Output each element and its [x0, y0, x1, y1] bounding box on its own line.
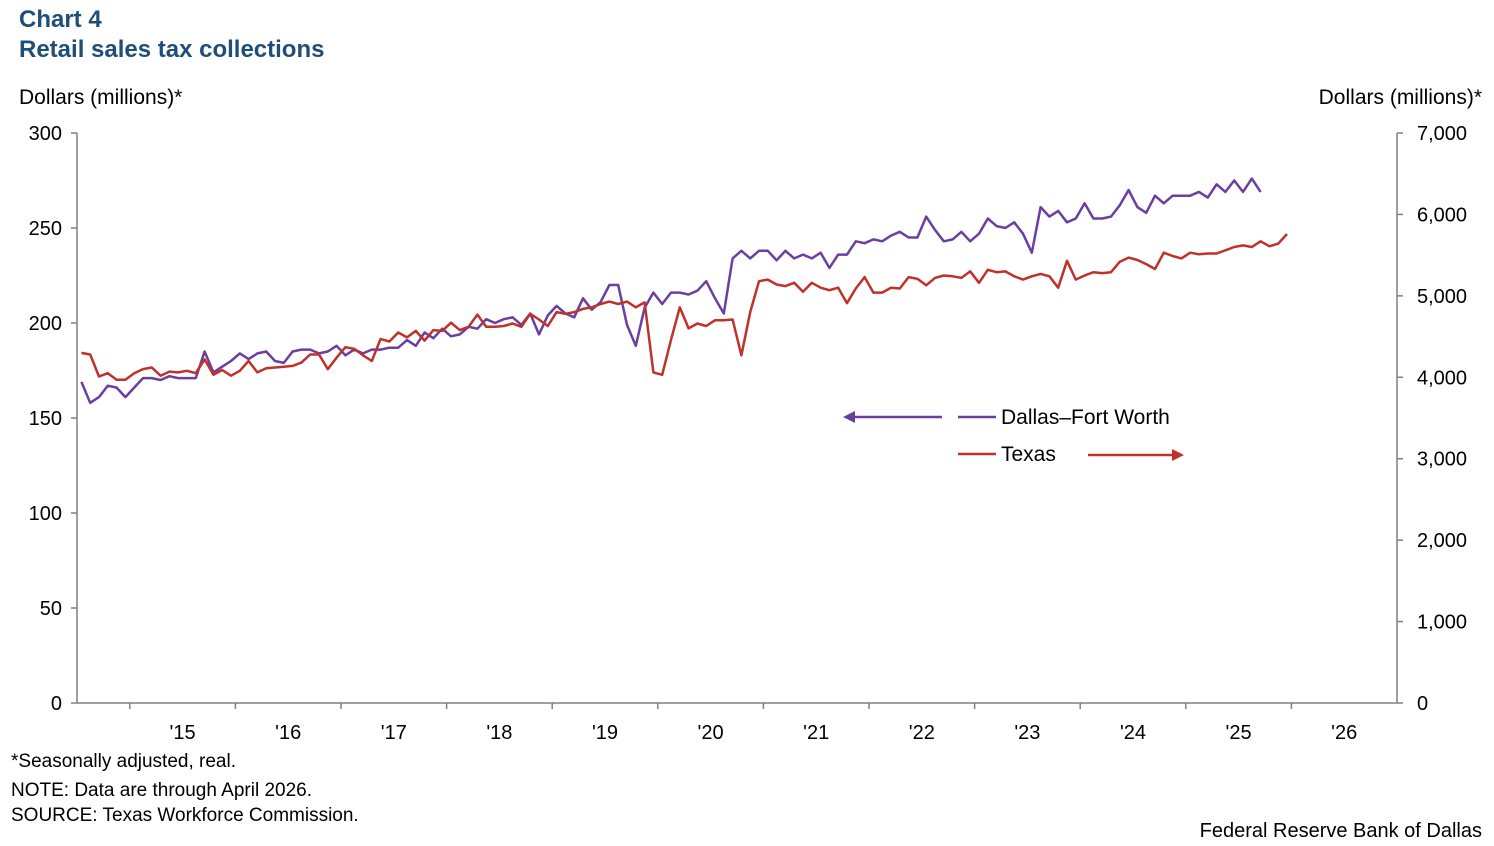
x-axis-tick-label: '25	[1226, 722, 1252, 744]
left-axis-tick-label: 200	[29, 313, 62, 335]
x-axis-tick-label: '23	[1014, 722, 1040, 744]
chart-number: Chart 4	[19, 6, 102, 33]
legend-dfw-label: Dallas–Fort Worth	[1001, 406, 1170, 429]
x-axis-tick-label: '15	[170, 722, 196, 744]
left-axis-title: Dollars (millions)*	[19, 86, 183, 109]
left-axis-tick-label: 50	[40, 598, 62, 620]
footnote-seasonally-adjusted: *Seasonally adjusted, real.	[11, 751, 236, 772]
right-axis-title: Dollars (millions)*	[1318, 86, 1482, 109]
legend-texas-label: Texas	[1001, 443, 1056, 466]
legend-texas-arrowhead	[1172, 449, 1184, 461]
footnote-data-through: NOTE: Data are through April 2026.	[11, 780, 312, 801]
chart-title: Retail sales tax collections	[19, 36, 325, 63]
x-axis-tick-label: '18	[486, 722, 512, 744]
x-axis-tick-label: '17	[381, 722, 407, 744]
x-axis-tick-label: '22	[909, 722, 935, 744]
footnote-source: SOURCE: Texas Workforce Commission.	[11, 805, 359, 826]
left-axis-tick-label: 150	[29, 408, 62, 430]
x-axis-tick-label: '20	[698, 722, 724, 744]
x-axis-tick-label: '16	[275, 722, 301, 744]
x-axis-tick-label: '21	[803, 722, 829, 744]
x-axis-tick-label: '24	[1120, 722, 1146, 744]
series-line-texas	[81, 233, 1288, 381]
right-axis-tick-label: 4,000	[1417, 367, 1467, 389]
left-axis-tick-label: 300	[29, 123, 62, 145]
right-axis-tick-label: 7,000	[1417, 123, 1467, 145]
right-axis-tick-label: 1,000	[1417, 612, 1467, 634]
right-axis-tick-label: 6,000	[1417, 204, 1467, 226]
series-line-dallas-fort-worth	[80, 177, 1262, 405]
right-axis-tick-label: 0	[1417, 693, 1428, 715]
right-axis-tick-label: 2,000	[1417, 530, 1467, 552]
series-layer	[80, 177, 1288, 405]
x-axis-tick-label: '26	[1331, 722, 1357, 744]
legend-dfw-arrowhead	[843, 411, 855, 423]
publisher-credit: Federal Reserve Bank of Dallas	[1199, 820, 1482, 842]
legend: Dallas–Fort Worth Texas	[843, 406, 1184, 466]
left-axis-tick-label: 0	[51, 693, 62, 715]
right-axis-tick-label: 5,000	[1417, 286, 1467, 308]
right-axis-tick-label: 3,000	[1417, 449, 1467, 471]
x-axis-tick-label: '19	[592, 722, 618, 744]
axes: 0 50 100 150 200 250 300 0 1,000 2,000 3,000 4,000 5…	[29, 123, 1467, 744]
left-axis-tick-label: 250	[29, 218, 62, 240]
left-axis-tick-label: 100	[29, 503, 62, 525]
